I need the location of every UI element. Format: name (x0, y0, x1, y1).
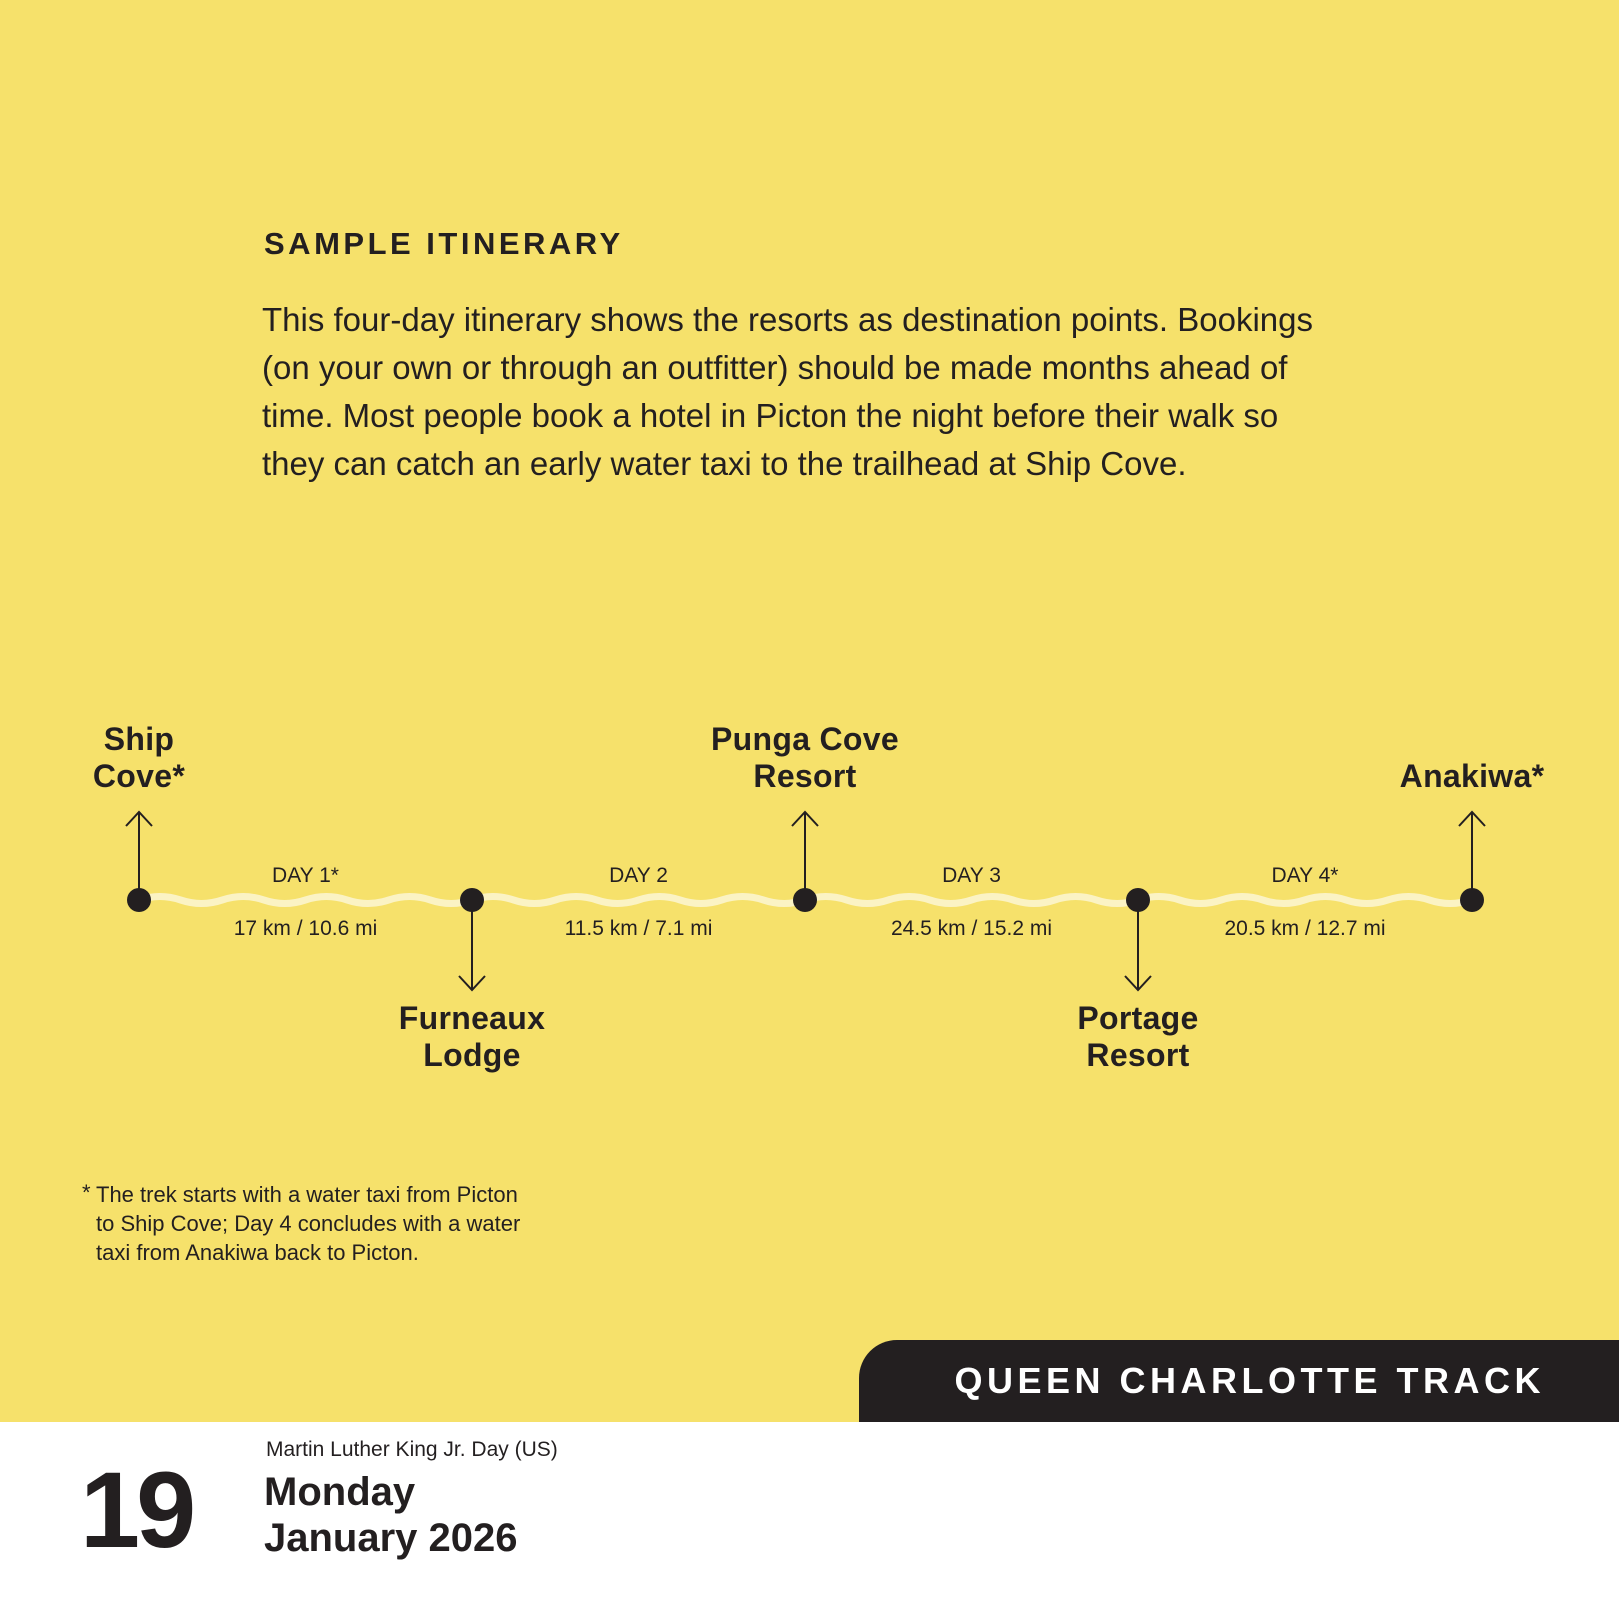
intro-paragraph: This four-day itinerary shows the resort… (262, 301, 1314, 482)
leg-distance-label: 20.5 km / 12.7 mi (1224, 917, 1386, 940)
section-heading: SAMPLE ITINERARY (264, 226, 624, 261)
leg-day-label: DAY 1* (272, 864, 339, 887)
month-year: January 2026 (264, 1516, 518, 1560)
stop-marker (1126, 888, 1150, 912)
stop-marker (1460, 888, 1484, 912)
yellow-page-background (0, 0, 1619, 1422)
day-number: 19 (80, 1449, 196, 1570)
stop-label: Portage Resort (1077, 1000, 1199, 1073)
arrow-down-icon (458, 975, 486, 992)
leg-distance-label: 11.5 km / 7.1 mi (564, 917, 713, 940)
arrow-up-icon (791, 810, 819, 827)
section-tab-label: QUEEN CHARLOTTE TRACK (954, 1360, 1545, 1401)
arrow-down-icon (1124, 975, 1152, 992)
leg-distance-label: 24.5 km / 15.2 mi (890, 917, 1053, 940)
holiday-label: Martin Luther King Jr. Day (US) (266, 1438, 558, 1461)
leg-day-label: DAY 4* (1271, 864, 1339, 887)
itinerary-diagram: Ship Cove* Furneaux Lodge Punga Cove Resor… (0, 700, 1619, 1100)
leg-distance-label: 17 km / 10.6 mi (233, 917, 378, 940)
stop-label: Ship Cove* (92, 721, 186, 794)
section-tab: QUEEN CHARLOTTE TRACK (859, 1340, 1619, 1422)
footnote-marker: * (82, 1180, 91, 1205)
leg-day-label: DAY 3 (942, 864, 1001, 887)
stop-label: Punga Cove Resort (711, 721, 899, 794)
stop-label: Anakiwa* (1399, 758, 1545, 794)
footnote-text: The trek starts with a water taxi from P… (96, 1182, 521, 1265)
arrow-up-icon (1458, 810, 1486, 827)
stop-marker (127, 888, 151, 912)
arrow-up-icon (125, 810, 153, 827)
stop-label: Furneaux Lodge (398, 1000, 546, 1073)
footnote: * The trek starts with a water taxi from… (82, 1180, 536, 1267)
weekday: Monday (264, 1470, 416, 1514)
leg-day-label: DAY 2 (609, 864, 668, 887)
trail-route (125, 810, 1486, 992)
stop-marker (793, 888, 817, 912)
stop-marker (460, 888, 484, 912)
